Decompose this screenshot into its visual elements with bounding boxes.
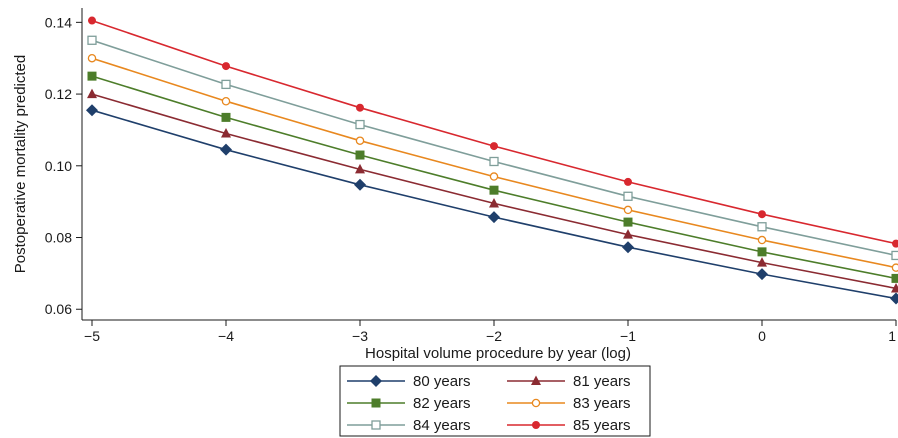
data-point	[624, 177, 632, 186]
legend-marker	[371, 420, 381, 430]
data-point	[756, 268, 768, 281]
data-point	[623, 217, 633, 227]
data-point	[757, 235, 767, 245]
x-tick-label: −5	[84, 328, 100, 344]
x-ticks: −5 −4 −3 −2 −1 0 1	[84, 320, 897, 344]
series-line	[91, 19, 897, 245]
data-point	[490, 142, 498, 151]
series-group	[87, 35, 898, 261]
series-group	[87, 53, 898, 272]
data-point	[489, 185, 499, 195]
x-tick-label: −2	[486, 328, 502, 344]
data-point	[623, 205, 633, 215]
data-point	[355, 119, 365, 130]
legend-marker	[371, 398, 381, 408]
data-point	[221, 96, 231, 106]
data-point	[757, 247, 767, 257]
data-point	[88, 16, 96, 25]
data-point	[757, 222, 767, 232]
data-point	[222, 62, 230, 71]
data-point	[489, 156, 499, 167]
data-point	[355, 150, 365, 160]
data-point	[891, 263, 898, 272]
data-point	[221, 79, 231, 90]
data-point	[354, 178, 366, 191]
data-point	[623, 229, 633, 239]
data-point	[489, 197, 499, 208]
data-point	[489, 172, 499, 181]
x-tick-label: −1	[620, 328, 636, 344]
y-axis-title: Postoperative mortality predicted	[12, 55, 29, 273]
x-tick-label: 0	[758, 328, 766, 344]
legend-marker	[531, 375, 541, 385]
data-point	[891, 282, 898, 293]
data-point	[757, 257, 767, 267]
plot-area: 0.06 0.08 0.10 0.12 0.14 −5 −4 −3 −2 −1 0 1	[45, 8, 898, 344]
legend-marker	[531, 398, 541, 408]
series-group	[88, 16, 898, 248]
legend-label: 81 years	[573, 373, 631, 390]
data-point	[356, 103, 364, 112]
data-point	[355, 136, 365, 145]
data-point	[355, 163, 365, 174]
y-tick-label: 0.08	[45, 230, 72, 246]
data-point	[221, 112, 231, 122]
y-tick-label: 0.12	[45, 86, 72, 102]
data-point	[890, 292, 898, 305]
legend-label: 82 years	[413, 395, 471, 412]
data-point	[891, 273, 898, 283]
legend-label: 83 years	[573, 395, 631, 412]
data-point	[87, 35, 97, 45]
legend-label: 84 years	[413, 417, 471, 434]
data-point	[87, 71, 97, 81]
series-group	[86, 104, 898, 305]
x-axis-title: Hospital volume procedure by year (log)	[365, 345, 631, 362]
x-tick-label: −3	[352, 328, 368, 344]
legend: 80 years 81 years 82 years 83 years 84 years…	[339, 365, 651, 437]
series-group	[87, 88, 898, 293]
data-point	[623, 191, 633, 201]
data-point	[488, 211, 500, 224]
data-point	[758, 210, 766, 219]
data-point	[220, 143, 232, 156]
data-point	[891, 250, 898, 261]
legend-label: 80 years	[413, 373, 471, 390]
data-point	[892, 239, 898, 248]
series-layer	[86, 16, 898, 305]
x-tick-label: −4	[218, 328, 234, 344]
y-tick-label: 0.06	[45, 301, 72, 317]
x-tick-label: 1	[888, 328, 896, 344]
data-point	[87, 88, 97, 99]
legend-label: 85 years	[573, 417, 631, 434]
data-point	[221, 128, 231, 138]
y-ticks: 0.06 0.08 0.10 0.12 0.14	[45, 14, 82, 317]
y-tick-label: 0.14	[45, 14, 72, 30]
y-tick-label: 0.10	[45, 158, 72, 174]
data-point	[622, 241, 634, 254]
legend-marker	[370, 375, 382, 387]
legend-marker	[532, 421, 540, 429]
series-group	[87, 71, 898, 283]
data-point	[86, 104, 98, 117]
data-point	[87, 53, 97, 63]
